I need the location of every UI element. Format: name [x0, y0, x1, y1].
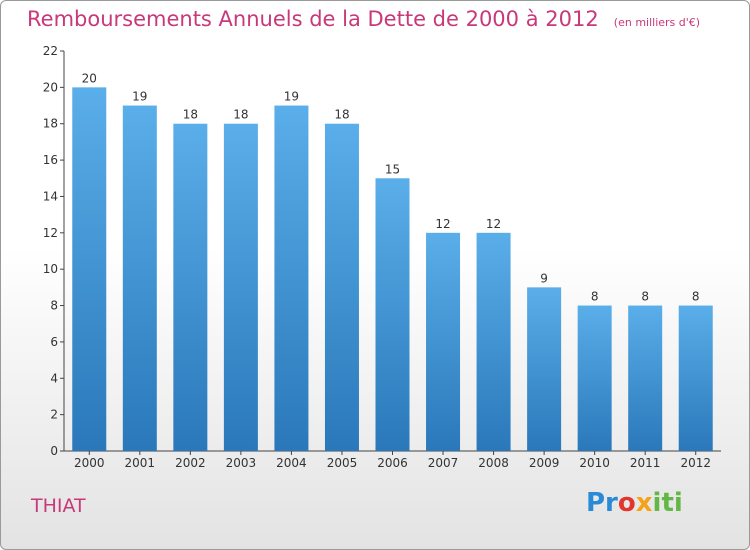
x-tick-label: 2010 — [579, 456, 610, 470]
logo-part-2: o — [617, 488, 636, 518]
bar — [426, 232, 461, 451]
x-tick-label: 2006 — [377, 456, 408, 470]
chart-unit: (en milliers d'€) — [613, 16, 701, 29]
x-tick-label: 2003 — [226, 456, 257, 470]
bar — [375, 178, 410, 452]
bar — [324, 123, 359, 452]
x-tick-label: 2002 — [175, 456, 206, 470]
y-tick-label: 20 — [43, 80, 58, 94]
bar — [577, 305, 612, 451]
y-tick-label: 0 — [50, 444, 58, 458]
y-tick-label: 6 — [50, 335, 58, 349]
x-tick-label: 2004 — [276, 456, 307, 470]
data-label: 19 — [284, 90, 299, 104]
data-label: 18 — [183, 108, 198, 122]
x-tick-label: 2009 — [529, 456, 560, 470]
data-label: 19 — [132, 90, 147, 104]
data-label: 12 — [486, 217, 501, 231]
bar — [678, 305, 713, 451]
logo-part-4: iti — [652, 488, 683, 518]
x-tick-label: 2005 — [327, 456, 358, 470]
y-tick-label: 16 — [43, 153, 58, 167]
bar — [122, 105, 157, 451]
bar — [274, 105, 309, 451]
data-label: 18 — [233, 108, 248, 122]
x-tick-label: 2011 — [630, 456, 661, 470]
y-tick-label: 22 — [43, 44, 58, 58]
bar — [527, 287, 562, 451]
y-tick-label: 8 — [50, 299, 58, 313]
data-label: 15 — [385, 162, 400, 176]
y-tick-label: 4 — [50, 371, 58, 385]
y-tick-label: 18 — [43, 117, 58, 131]
chart-title-block: Remboursements Annuels de la Dette de 20… — [27, 7, 700, 31]
bar — [173, 123, 208, 452]
data-label: 20 — [82, 71, 97, 85]
data-label: 12 — [435, 217, 450, 231]
x-tick-label: 2012 — [680, 456, 711, 470]
proxiti-logo[interactable]: Proxiti — [586, 488, 683, 518]
x-tick-label: 2000 — [74, 456, 105, 470]
data-label: 8 — [641, 290, 649, 304]
x-tick-label: 2001 — [125, 456, 156, 470]
x-tick-label: 2007 — [428, 456, 459, 470]
logo-part-1: Pr — [586, 488, 618, 518]
data-label: 9 — [540, 271, 548, 285]
bar — [628, 305, 663, 451]
data-label: 8 — [591, 290, 599, 304]
data-label: 8 — [692, 290, 700, 304]
bar — [476, 232, 511, 451]
x-tick-label: 2008 — [478, 456, 509, 470]
bar — [72, 87, 107, 451]
y-tick-label: 10 — [43, 262, 58, 276]
commune-name: THIAT — [31, 495, 86, 517]
logo-part-3: x — [635, 488, 653, 518]
y-tick-label: 12 — [43, 226, 58, 240]
chart-title: Remboursements Annuels de la Dette de 20… — [27, 7, 599, 31]
bar — [223, 123, 258, 452]
y-tick-label: 14 — [43, 189, 58, 203]
y-tick-label: 2 — [50, 408, 58, 422]
data-label: 18 — [334, 108, 349, 122]
